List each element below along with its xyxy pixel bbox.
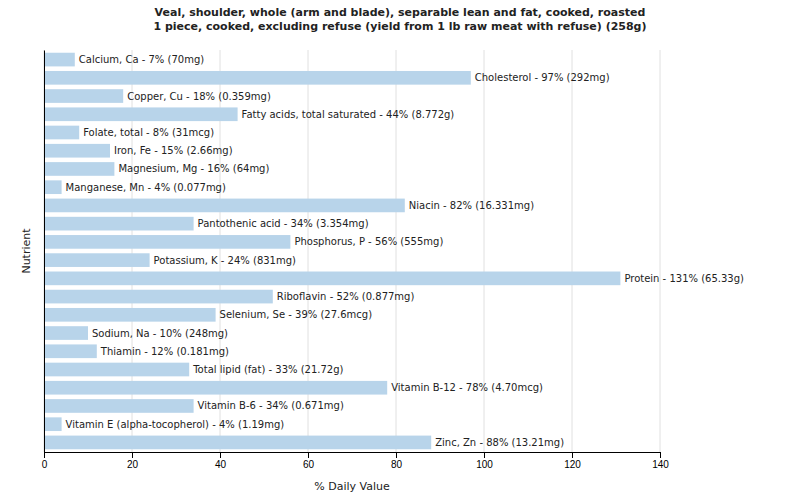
bar [44,144,110,158]
x-tick-mark [660,452,661,458]
plot: 0 20 40 60 80 100 120 140 Calcium, Ca - 7% (70mg… [42,50,744,470]
bar-label: Fatty acids, total saturated - 44% (8.77… [242,109,455,120]
x-tick: 20 [127,452,139,470]
bar [44,417,62,431]
bar [44,180,62,194]
bar-label: Calcium, Ca - 7% (70mg) [79,54,204,65]
bar-label: Sodium, Na - 10% (248mg) [92,328,228,339]
x-axis: 0 20 40 60 80 100 120 140 [42,452,670,470]
bar [44,126,79,140]
x-axis-title: % Daily Value [314,480,390,493]
title-line: Veal, shoulder, whole (arm and blade), s… [155,6,646,19]
bar [44,344,97,358]
x-tick-mark [220,452,221,458]
bar [44,381,387,395]
x-tick-mark [132,452,133,458]
bar [44,53,75,67]
bar [44,253,150,267]
bar [44,107,238,121]
bar-label: Thiamin - 12% (0.181mg) [100,346,229,357]
x-tick: 0 [42,452,48,470]
x-axis-line [45,453,661,459]
grid-line [572,50,573,452]
bar-labels: Calcium, Ca - 7% (70mg) Cholesterol - 97%… [66,54,744,448]
x-tick-label: 100 [476,459,493,470]
x-tick-mark [308,452,309,458]
y-axis-line [44,51,45,453]
x-tick: 40 [215,452,227,470]
bar [44,199,405,213]
bar [44,272,620,286]
bar-label: Phosphorus, P - 56% (555mg) [294,236,443,247]
bar-label: Vitamin B-6 - 34% (0.671mg) [198,400,344,411]
x-tick-mark [572,452,573,458]
bar-label: Zinc, Zn - 88% (13.21mg) [435,437,564,448]
x-tick-mark [396,452,397,458]
bar-label: Magnesium, Mg - 16% (64mg) [118,163,269,174]
bar [44,436,431,450]
grid [44,50,660,452]
title-line: 1 piece, cooked, excluding refuse (yield… [153,20,646,33]
bar-label: Pantothenic acid - 34% (3.354mg) [198,218,369,229]
x-tick: 100 [476,452,493,470]
bar [44,308,216,322]
x-tick-label: 140 [652,459,669,470]
bar-label: Riboflavin - 52% (0.877mg) [277,291,415,302]
x-tick-label: 120 [564,459,581,470]
x-tick: 80 [391,452,403,470]
title: Veal, shoulder, whole (arm and blade), s… [153,6,646,33]
x-tick: 140 [652,452,669,470]
bar-label: Copper, Cu - 18% (0.359mg) [127,91,271,102]
x-tick-label: 80 [391,459,403,470]
bar-label: Selenium, Se - 39% (27.6mcg) [220,309,373,320]
grid-line [660,50,661,452]
x-tick-label: 40 [215,459,227,470]
x-tick: 120 [564,452,581,470]
x-tick-mark [484,452,485,458]
bar-label: Manganese, Mn - 4% (0.077mg) [66,182,226,193]
bar-label: Folate, total - 8% (31mcg) [83,127,214,138]
bar-label: Protein - 131% (65.33g) [624,273,744,284]
bar-label: Vitamin E (alpha-tocopherol) - 4% (1.19m… [66,419,285,430]
bar-label: Niacin - 82% (16.331mg) [409,200,534,211]
x-tick-label: 60 [303,459,315,470]
bar [44,89,123,103]
bar [44,290,273,304]
bar [44,217,194,231]
bar [44,399,194,413]
x-tick: 60 [303,452,315,470]
bar [44,71,471,85]
x-tick-label: 0 [42,459,48,470]
x-tick-label: 20 [127,459,139,470]
bar-label: Cholesterol - 97% (292mg) [475,72,610,83]
bars [44,53,620,450]
bar-label: Vitamin B-12 - 78% (4.70mcg) [391,382,543,393]
bar-label: Potassium, K - 24% (831mg) [154,255,296,266]
x-tick-mark [44,452,45,458]
chart: Veal, shoulder, whole (arm and blade), s… [0,0,800,500]
y-axis-title: Nutrient [20,228,33,274]
bar-label: Total lipid (fat) - 33% (21.72g) [192,364,343,375]
y-axis [44,51,45,453]
bar [44,326,88,340]
bar [44,363,189,377]
grid-line [44,50,45,452]
bar-label: Iron, Fe - 15% (2.66mg) [114,145,233,156]
bar [44,162,114,176]
bar [44,235,290,249]
